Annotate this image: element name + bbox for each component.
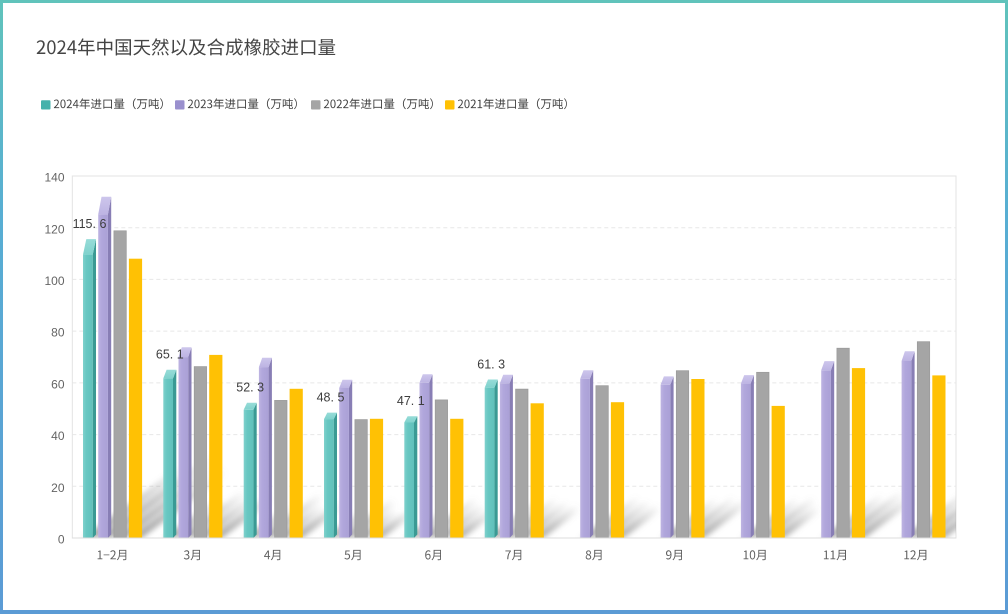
svg-text:52. 3: 52. 3 [236,381,264,395]
svg-text:61. 3: 61. 3 [477,357,505,371]
svg-text:40: 40 [51,429,65,443]
svg-text:0: 0 [58,533,65,547]
svg-text:20: 20 [51,481,65,495]
svg-text:47. 1: 47. 1 [397,394,425,408]
svg-text:120: 120 [44,222,64,236]
svg-text:140: 140 [44,171,64,185]
svg-text:60: 60 [51,378,65,392]
svg-text:48. 5: 48. 5 [317,390,345,404]
svg-text:100: 100 [44,274,64,288]
svg-text:115. 6: 115. 6 [73,217,107,231]
svg-text:65. 1: 65. 1 [156,348,184,362]
svg-text:80: 80 [51,326,65,340]
